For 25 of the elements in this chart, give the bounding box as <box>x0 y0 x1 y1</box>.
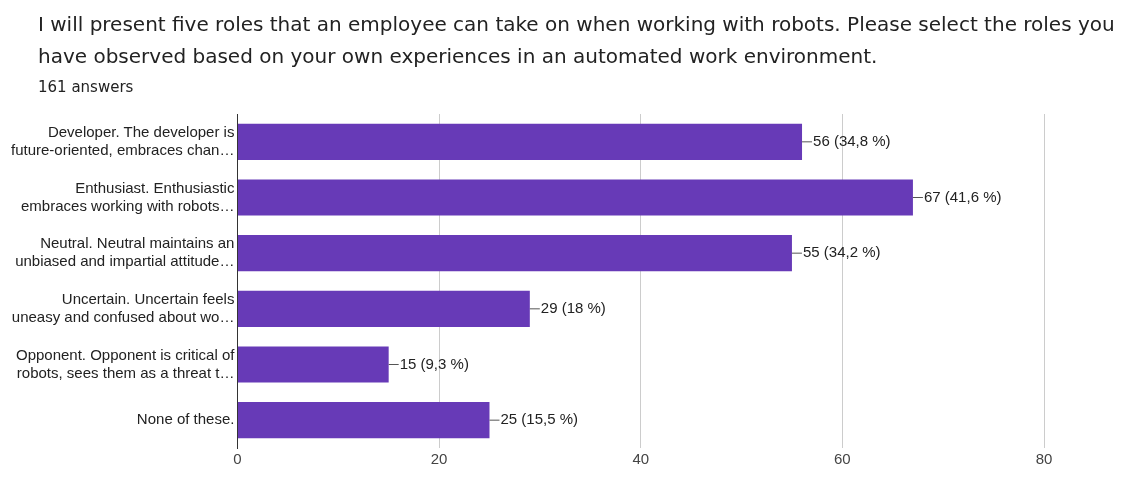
y-tick-label: Uncertain. Uncertain feels uneasy and confused about wo… <box>11 289 235 325</box>
data-label: 15 (9,3 %) <box>399 354 469 372</box>
bar <box>237 346 389 383</box>
data-label: 25 (15,5 %) <box>500 410 579 428</box>
bar <box>237 179 913 216</box>
bar <box>237 402 490 439</box>
x-tick-label: 60 <box>834 450 851 468</box>
y-tick-label: None of these. <box>136 410 235 428</box>
bar <box>237 235 792 272</box>
bar <box>237 123 803 160</box>
y-tick-label: Opponent. Opponent is critical of robots, sees them as a threat t… <box>15 345 236 381</box>
x-tick-label: 40 <box>632 450 650 468</box>
chart-title: I will present five roles that an employee can take on when working with robots. Please select the roles you have observed based on your own experiences in an automated work environment. <box>37 11 1116 70</box>
y-tick-label: Enthusiast. Enthusiastic embraces working with robots… <box>21 178 235 214</box>
y-tick-label: Neutral. Neutral maintains an unbiased and impartial attitude… <box>15 234 235 270</box>
data-label: 56 (34,8 %) <box>813 131 891 149</box>
text: 161 answers <box>37 78 135 96</box>
data-label: 29 (18 %) <box>540 298 606 316</box>
x-tick-label: 20 <box>430 450 448 468</box>
x-tick-label: 80 <box>1035 450 1053 468</box>
data-label: 67 (41,6 %) <box>923 187 1002 205</box>
data-label: 55 (34,2 %) <box>802 243 881 261</box>
bar <box>237 290 530 327</box>
y-tick-label: Developer. The developer is future-oriented, embraces chan… <box>10 122 235 158</box>
x-tick-label: 0 <box>233 450 242 468</box>
